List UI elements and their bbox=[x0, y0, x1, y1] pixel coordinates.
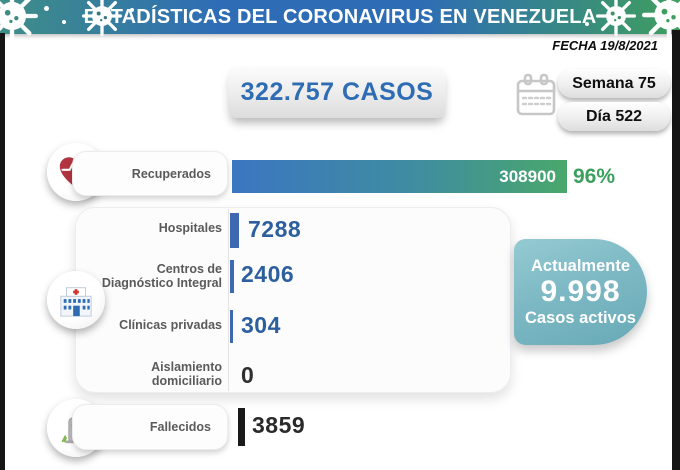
total-cases-box: 322.757 CASOS bbox=[228, 66, 446, 118]
virus-icon bbox=[82, 0, 122, 36]
row-label-clinicas: Clínicas privadas bbox=[80, 318, 222, 332]
row-label-hospitales: Hospitales bbox=[80, 221, 222, 235]
deceased-value: 3859 bbox=[252, 412, 306, 438]
recovered-label-box: Recuperados bbox=[72, 151, 228, 196]
week-label: Semana 75 bbox=[572, 74, 656, 92]
page-title: ESTADÍSTICAS DEL CORONAVIRUS EN VENEZUEL… bbox=[83, 5, 597, 28]
recovered-label: Recuperados bbox=[131, 166, 211, 181]
row-label-line: Clínicas privadas bbox=[119, 318, 222, 332]
row-value-clinicas: 304 bbox=[241, 312, 281, 338]
row-label-line: Diagnóstico Integral bbox=[101, 276, 222, 290]
recovered-bar: 308900 bbox=[232, 160, 567, 193]
total-cases-value: 322.757 CASOS bbox=[240, 77, 434, 106]
virus-icon bbox=[642, 0, 680, 42]
dot-decoration bbox=[585, 22, 589, 26]
row-label-line: Centros de bbox=[156, 262, 222, 276]
dot-decoration bbox=[62, 20, 66, 24]
deceased-label: Fallecidos bbox=[149, 420, 211, 434]
recovered-value: 308900 bbox=[499, 166, 556, 186]
virus-icon bbox=[596, 0, 636, 36]
active-cases-box: Actualmente 9.998 Casos activos bbox=[514, 239, 647, 345]
row-label-line: Hospitales bbox=[158, 221, 222, 235]
row-bar-cdi bbox=[230, 260, 234, 293]
hospital-building-icon bbox=[60, 286, 92, 317]
calendar-icon bbox=[516, 73, 556, 116]
dot-decoration bbox=[130, 8, 134, 12]
day-label: Día 522 bbox=[585, 107, 643, 125]
dot-decoration bbox=[44, 6, 49, 11]
row-label-line: Aislamiento bbox=[151, 360, 222, 374]
left-edge-strip bbox=[0, 33, 5, 470]
hospital-icon-circle bbox=[47, 271, 105, 329]
recovered-percent: 96% bbox=[573, 165, 616, 188]
row-label-line: domiciliario bbox=[151, 374, 222, 388]
right-edge-strip bbox=[672, 30, 680, 470]
panel-divider bbox=[228, 209, 229, 391]
active-breakdown-panel bbox=[75, 207, 511, 393]
active-cases-caption: Casos activos bbox=[525, 309, 636, 327]
row-value-cdi: 2406 bbox=[241, 261, 295, 287]
row-label-aislamiento: Aislamiento domiciliario bbox=[80, 360, 222, 388]
deceased-bar bbox=[238, 408, 245, 446]
row-bar-hospitales bbox=[230, 213, 239, 248]
row-bar-clinicas bbox=[230, 310, 233, 343]
row-value-aislamiento: 0 bbox=[241, 362, 255, 388]
week-badge: Semana 75 bbox=[558, 69, 670, 98]
row-value-hospitales: 7288 bbox=[248, 216, 302, 242]
active-cases-value: 9.998 bbox=[540, 275, 621, 308]
active-cases-heading: Actualmente bbox=[530, 257, 631, 275]
virus-icon bbox=[0, 0, 38, 42]
day-badge: Día 522 bbox=[558, 102, 670, 131]
row-label-cdi: Centros de Diagnóstico Integral bbox=[80, 262, 222, 290]
header-band: ESTADÍSTICAS DEL CORONAVIRUS EN VENEZUEL… bbox=[0, 0, 680, 42]
date-label: FECHA 19/8/2021 bbox=[552, 38, 658, 53]
deceased-label-box: Fallecidos bbox=[72, 404, 228, 450]
